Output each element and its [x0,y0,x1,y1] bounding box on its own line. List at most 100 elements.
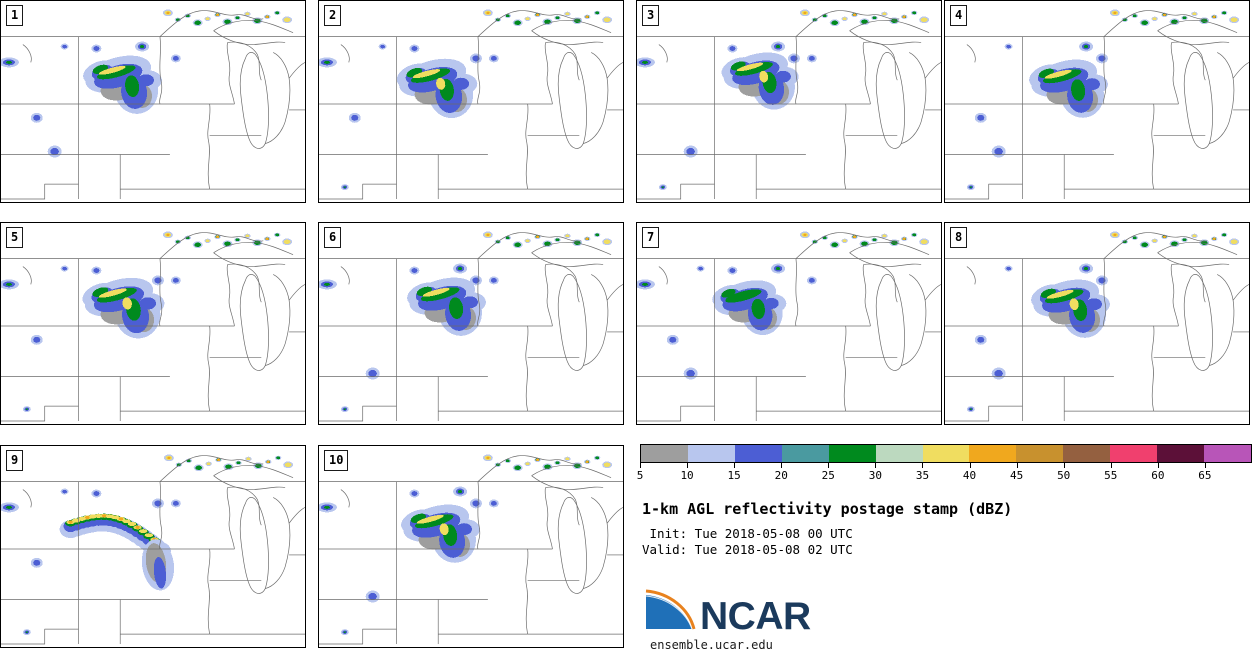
map-panel-1[interactable]: 1 [0,0,306,203]
map-panel-10[interactable]: 10 [318,445,624,648]
state-boundaries [319,232,623,422]
map-panel-8[interactable]: 8 [944,222,1250,425]
colorbar-swatch-65-70 [1204,445,1251,462]
reflectivity-echoes [1,454,294,636]
colorbar-swatch-5-10 [641,445,688,462]
legend-title: 1-km AGL reflectivity postage stamp (dBZ… [642,500,1013,518]
colorbar-tick-label-50: 50 [1057,469,1071,482]
state-boundaries [637,232,941,422]
colorbar-tick-label-15: 15 [727,469,741,482]
map-panel-4[interactable]: 4 [944,0,1250,203]
colorbar-tick-55 [1110,463,1112,468]
colorbar-tick-label-25: 25 [821,469,835,482]
colorbar-swatch-50-55 [1063,445,1111,462]
map-panel-3[interactable]: 3 [636,0,942,203]
colorbar-swatch-60-65 [1157,445,1205,462]
colorbar-tick-50 [1063,463,1065,468]
colorbar-tick-label-65: 65 [1198,469,1212,482]
colorbar-tick-35 [922,463,924,468]
reflectivity-map-6 [319,231,623,422]
colorbar-swatch-25-30 [828,445,876,462]
colorbar: 5 10 15 20 25 30 35 40 45 50 55 60 65 [636,444,1252,483]
colorbar-swatch-35-40 [922,445,970,462]
state-boundaries [637,10,941,200]
colorbar-tick-45 [1016,463,1018,468]
colorbar-tick-40 [969,463,971,468]
panel-number-label-6: 6 [324,227,342,248]
map-panel-5[interactable]: 5 [0,222,306,425]
colorbar-tick-label-55: 55 [1104,469,1118,482]
colorbar-tick-label-20: 20 [774,469,788,482]
colorbar-tick-25 [828,463,830,468]
panel-number-label-7: 7 [642,227,660,248]
reflectivity-map-5 [1,231,305,422]
state-boundaries [319,455,623,645]
colorbar-swatch-10-15 [687,445,735,462]
state-boundaries [1,455,305,645]
reflectivity-map-10 [319,454,623,645]
ncar-logo: NCAR ensemble.ucar.edu [644,585,854,653]
colorbar-swatch-55-60 [1110,445,1158,462]
reflectivity-map-3 [637,9,941,200]
map-panel-9[interactable]: 9 [0,445,306,648]
reflectivity-map-2 [319,9,623,200]
colorbar-tick-label-45: 45 [1009,469,1024,482]
panel-number-label-2: 2 [324,5,342,26]
colorbar-tick-label-10: 10 [680,469,694,482]
valid-time-line: Valid: Tue 2018-05-08 02 UTC [642,542,853,557]
state-boundaries [945,10,1249,200]
ncar-wordmark: NCAR [700,595,811,638]
colorbar-tick-label-5: 5 [636,469,644,482]
map-panel-6[interactable]: 6 [318,222,624,425]
colorbar-tick-label-30: 30 [868,469,882,482]
reflectivity-echoes [319,454,613,636]
colorbar-swatch-20-25 [781,445,829,462]
colorbar-tick-labels: 5 10 15 20 25 30 35 40 45 50 55 60 65 [636,469,1252,483]
reflectivity-map-9 [1,454,305,645]
reflectivity-map-8 [945,231,1249,422]
reflectivity-map-4 [945,9,1249,200]
reflectivity-echoes [966,9,1240,191]
colorbar-swatch-15-20 [734,445,782,462]
panel-number-label-8: 8 [950,227,968,248]
panel-number-label-1: 1 [6,5,24,26]
colorbar-tick-label-60: 60 [1151,469,1165,482]
colorbar-tick-30 [875,463,877,468]
panel-number-label-9: 9 [6,450,24,471]
colorbar-tick-10 [687,463,689,468]
panel-number-label-5: 5 [6,227,24,248]
state-boundaries [1,10,305,200]
colorbar-tick-label-40: 40 [962,469,977,482]
colorbar-swatches [640,444,1252,463]
legend-block: 5 10 15 20 25 30 35 40 45 50 55 60 65 1-km AGL refle… [636,440,1260,657]
init-time-line: Init: Tue 2018-05-08 00 UTC [642,526,853,541]
reflectivity-echoes [637,9,930,191]
panel-number-label-4: 4 [950,5,968,26]
map-panel-2[interactable]: 2 [318,0,624,203]
ncar-mountain-logo-icon [645,589,696,630]
colorbar-tick-65 [1204,463,1206,468]
colorbar-swatch-40-45 [969,445,1017,462]
panel-number-label-10: 10 [324,450,349,471]
colorbar-swatch-30-35 [875,445,923,462]
reflectivity-map-1 [1,9,305,200]
colorbar-ticks [640,463,1252,469]
colorbar-swatch-45-50 [1016,445,1064,462]
colorbar-tick-15 [734,463,736,468]
colorbar-tick-5 [640,463,641,468]
state-boundaries [945,232,1249,422]
state-boundaries [319,10,623,200]
reflectivity-echoes [319,231,613,413]
reflectivity-echoes [319,9,613,191]
reflectivity-echoes [1,9,293,158]
reflectivity-map-7 [637,231,941,422]
colorbar-tick-20 [781,463,783,468]
ncar-url-label: ensemble.ucar.edu [650,638,773,652]
map-panel-7[interactable]: 7 [636,222,942,425]
panel-number-label-3: 3 [642,5,660,26]
colorbar-tick-60 [1157,463,1159,468]
reflectivity-echoes [637,231,930,380]
state-boundaries [1,232,305,422]
colorbar-tick-label-35: 35 [915,469,930,482]
